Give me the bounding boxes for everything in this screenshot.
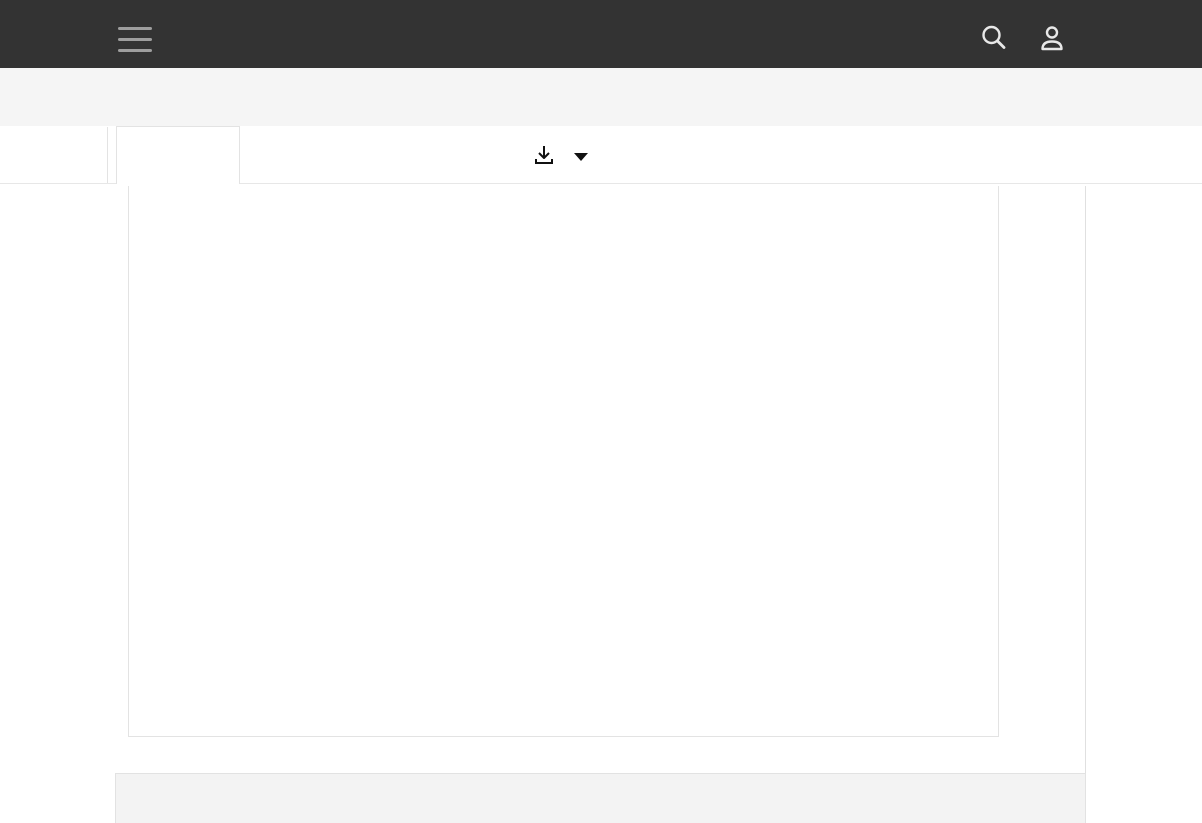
tab-summary[interactable]	[116, 126, 240, 184]
range-toolbar	[115, 773, 1086, 823]
tab-bar-left-edge	[107, 127, 108, 183]
x-axis	[128, 737, 999, 773]
chevron-down-icon	[574, 152, 588, 161]
chart-plot-area[interactable]	[128, 186, 999, 737]
top-navbar	[0, 0, 1202, 68]
price-line-chart	[129, 186, 1000, 737]
page-header-bar	[0, 68, 1202, 126]
menu-icon[interactable]	[118, 27, 152, 54]
chart-title	[130, 211, 150, 233]
search-icon[interactable]	[980, 24, 1008, 52]
download-icon	[532, 143, 556, 167]
y-axis	[999, 186, 1086, 773]
user-account-icon[interactable]	[1038, 24, 1066, 52]
tab-bar	[0, 126, 1202, 184]
export-button[interactable]	[532, 126, 588, 184]
